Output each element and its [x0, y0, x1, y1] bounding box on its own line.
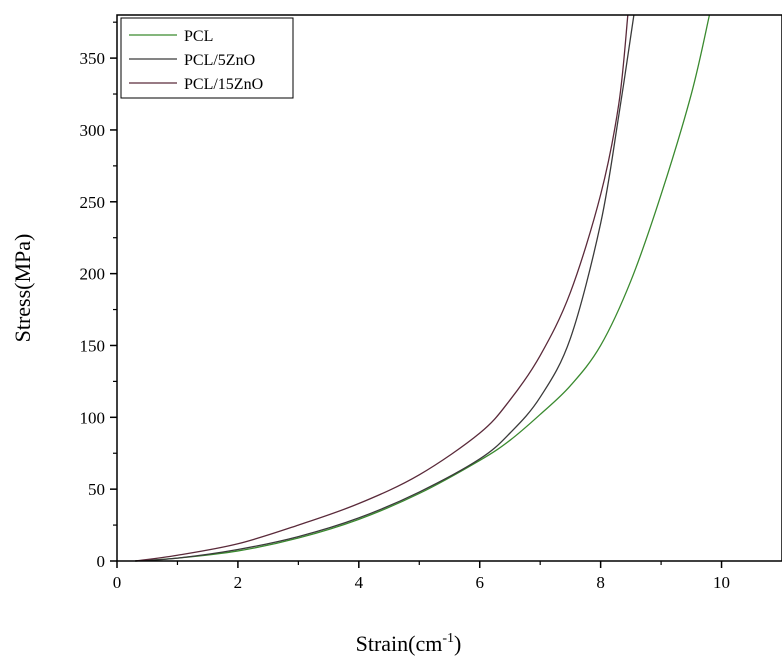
y-tick-label: 100 — [80, 408, 106, 427]
curves-layer — [135, 14, 711, 562]
legend-label-pcl: PCL — [184, 28, 213, 45]
x-tick-label: 8 — [596, 573, 605, 592]
plot-area-frame — [116, 14, 782, 562]
x-axis-title-base: Strain(cm — [356, 631, 443, 656]
y-tick-label: 250 — [80, 193, 106, 212]
y-tick-label: 50 — [88, 480, 105, 499]
x-tick-label: 2 — [234, 573, 243, 592]
legend: PCL PCL/5ZnO PCL/15ZnO — [120, 17, 294, 99]
series-line-pcl-5zno — [135, 14, 635, 562]
y-tick-label: 0 — [97, 552, 106, 571]
x-tick-label: 6 — [475, 573, 484, 592]
legend-label-pcl-15zno: PCL/15ZnO — [184, 76, 263, 93]
y-axis-title: Stress(MPa) — [10, 234, 35, 343]
y-tick-label: 350 — [80, 49, 106, 68]
series-line-pcl-15zno — [135, 14, 629, 562]
x-axis-title: Strain(cm-1) — [356, 631, 462, 656]
x-tick-label: 0 — [113, 573, 122, 592]
x-axis-title-tail: ) — [454, 631, 461, 656]
x-tick-label: 10 — [713, 573, 730, 592]
series-line-pcl — [135, 14, 711, 562]
y-tick-label: 200 — [80, 265, 106, 284]
y-tick-label: 300 — [80, 121, 106, 140]
legend-label-pcl-5zno: PCL/5ZnO — [184, 52, 255, 69]
legend-box — [120, 17, 294, 99]
y-tick-label: 150 — [80, 336, 106, 355]
x-axis-title-superscript: -1 — [442, 631, 454, 646]
x-tick-label: 4 — [355, 573, 364, 592]
